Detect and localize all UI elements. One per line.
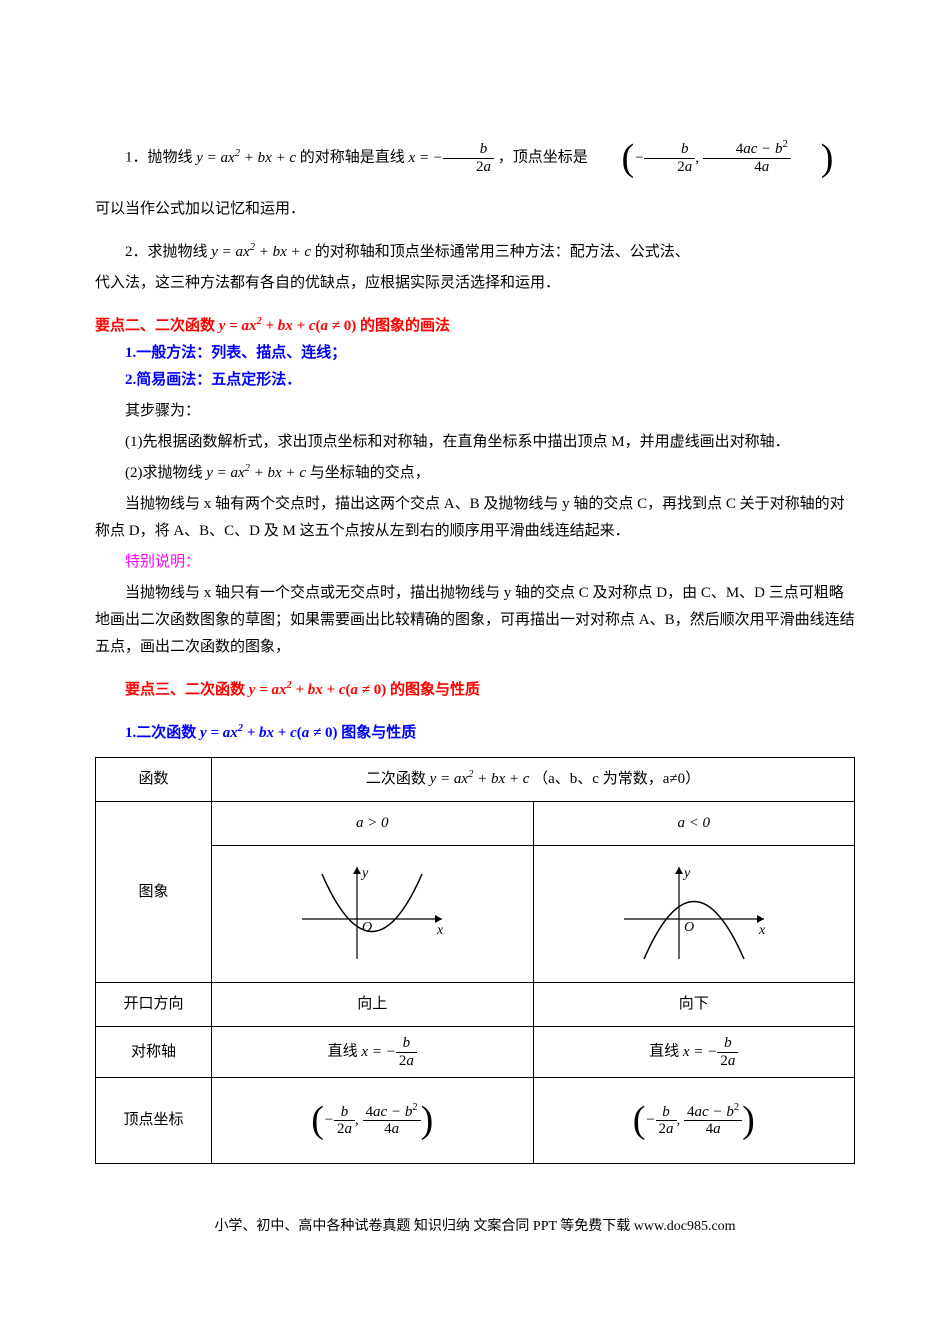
step-1: (1)先根据函数解析式，求出顶点坐标和对称轴，在直角坐标系中描出顶点 M，并用虚… (95, 429, 855, 456)
cell-a-pos: a > 0 (212, 802, 534, 846)
svg-text:x: x (758, 923, 766, 938)
cell-graph-label: 图象 (96, 802, 212, 983)
formula-table-top: y = ax2 + bx + c (430, 771, 530, 787)
cell-vertex-neg: (−b2a, 4ac − b24a) (533, 1078, 855, 1163)
formula-axis-1: x = −b2a (409, 150, 494, 166)
step2-prefix: (2)求抛物线 (125, 465, 206, 481)
p1-mid2: ，顶点坐标是 (498, 150, 592, 166)
heading-2: 要点二、二次函数 y = ax2 + bx + c(a ≠ 0) 的图象的画法 (95, 313, 855, 340)
step-2: (2)求抛物线 y = ax2 + bx + c 与坐标轴的交点， (95, 460, 855, 487)
heading-3: 要点三、二次函数 y = ax2 + bx + c(a ≠ 0) 的图象与性质 (95, 677, 855, 704)
cell-axis-pos: 直线 x = −b2a (212, 1027, 534, 1078)
heading-3-sub: 1.二次函数 y = ax2 + bx + c(a ≠ 0) 图象与性质 (95, 720, 855, 747)
formula-y-ax2bxc-3: y = ax2 + bx + c (206, 465, 306, 481)
cell-opening-down: 向下 (533, 983, 855, 1027)
formula-h3sub: y = ax2 + bx + c(a ≠ 0) (200, 725, 337, 741)
para-2: 2．求抛物线 y = ax2 + bx + c 的对称轴和顶点坐标通常用三种方法… (95, 239, 855, 266)
svg-text:O: O (362, 920, 372, 935)
cell-graph-up: O x y (212, 846, 534, 983)
formula-y-ax2bxc-2: y = ax2 + bx + c (211, 244, 311, 260)
formula-y-ax2bxc-1: y = ax2 + bx + c (196, 150, 296, 166)
p2-prefix: 2．求抛物线 (125, 244, 211, 260)
steps-intro: 其步骤为： (95, 398, 855, 425)
h3sub-suffix: 图象与性质 (341, 725, 416, 741)
method-1: 1.一般方法：列表、描点、连线； (95, 340, 855, 367)
document-page: 1．抛物线 y = ax2 + bx + c 的对称轴是直线 x = −b2a … (0, 0, 950, 1299)
h2-suffix: 的图象的画法 (360, 318, 450, 334)
h3sub-prefix: 1.二次函数 (125, 725, 200, 741)
svg-text:y: y (682, 866, 691, 881)
table-row: 开口方向 向上 向下 (96, 983, 855, 1027)
p2-after2: 代入法，这三种方法都有各自的优缺点，应根据实际灵活选择和运用． (95, 270, 855, 297)
properties-table: 函数 二次函数 y = ax2 + bx + c （a、b、c 为常数，a≠0）… (95, 757, 855, 1163)
page-footer: 小学、初中、高中各种试卷真题 知识归纳 文案合同 PPT 等免费下载 www.d… (95, 1214, 855, 1239)
p1-mid1: 的对称轴是直线 (300, 150, 409, 166)
step2-suffix: 与坐标轴的交点， (310, 465, 430, 481)
cell-opening-label: 开口方向 (96, 983, 212, 1027)
cell-axis-label: 对称轴 (96, 1027, 212, 1078)
parabola-down-icon: O x y (604, 859, 784, 969)
p1-after: 可以当作公式加以记忆和运用． (95, 196, 855, 223)
table-row: 函数 二次函数 y = ax2 + bx + c （a、b、c 为常数，a≠0） (96, 758, 855, 802)
svg-text:y: y (360, 866, 369, 881)
cell-vertex-label: 顶点坐标 (96, 1078, 212, 1163)
table-row: 图象 a > 0 a < 0 (96, 802, 855, 846)
para-1: 1．抛物线 y = ax2 + bx + c 的对称轴是直线 x = −b2a … (95, 124, 855, 192)
cell-axis-neg: 直线 x = −b2a (533, 1027, 855, 1078)
table-row: 对称轴 直线 x = −b2a 直线 x = −b2a (96, 1027, 855, 1078)
svg-text:O: O (684, 920, 694, 935)
cell-func-label: 函数 (96, 758, 212, 802)
p2-after1: 的对称轴和顶点坐标通常用三种方法：配方法、公式法、 (315, 244, 690, 260)
h3-suffix: 的图象与性质 (390, 682, 480, 698)
step-3: 当抛物线与 x 轴有两个交点时，描出这两个交点 A、B 及抛物线与 y 轴的交点… (95, 491, 855, 545)
method-2: 2.简易画法：五点定形法． (95, 367, 855, 394)
formula-vertex-1: (−b2a, 4ac − b24a) (591, 150, 833, 166)
svg-text:x: x (436, 923, 444, 938)
table-row: 顶点坐标 (−b2a, 4ac − b24a) (−b2a, 4ac − b24… (96, 1078, 855, 1163)
p1-prefix: 1．抛物线 (125, 150, 196, 166)
special-note: 特别说明： (95, 549, 855, 576)
parabola-up-icon: O x y (282, 859, 462, 969)
formula-h2: y = ax2 + bx + c(a ≠ 0) (219, 318, 356, 334)
step-4: 当抛物线与 x 轴只有一个交点或无交点时，描出抛物线与 y 轴的交点 C 及对称… (95, 580, 855, 661)
cell-vertex-pos: (−b2a, 4ac − b24a) (212, 1078, 534, 1163)
cell-a-neg: a < 0 (533, 802, 855, 846)
formula-h3: y = ax2 + bx + c(a ≠ 0) (249, 682, 386, 698)
cell-func-expr: 二次函数 y = ax2 + bx + c （a、b、c 为常数，a≠0） (212, 758, 855, 802)
h2-prefix: 要点二、二次函数 (95, 318, 219, 334)
cell-graph-down: O x y (533, 846, 855, 983)
cell-opening-up: 向上 (212, 983, 534, 1027)
h3-prefix: 要点三、二次函数 (125, 682, 249, 698)
